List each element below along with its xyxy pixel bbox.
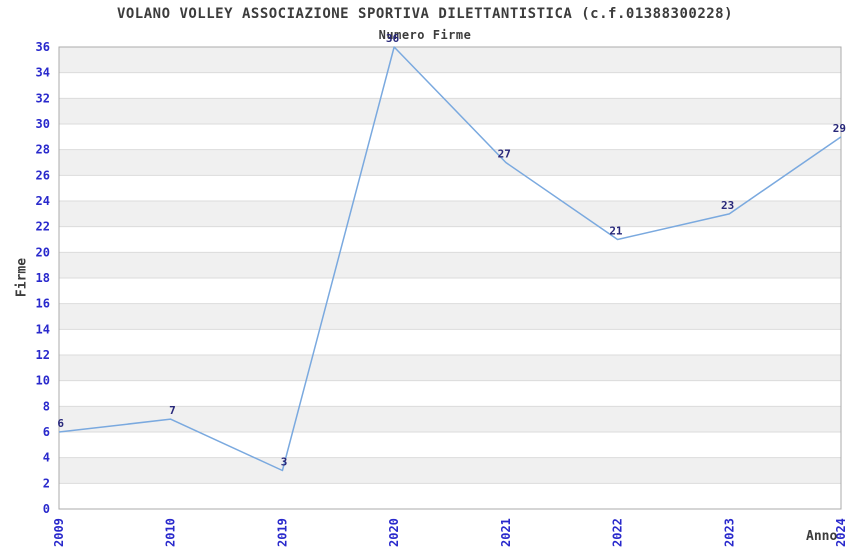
plot-band: [59, 98, 841, 124]
plot-band: [59, 457, 841, 484]
y-tick-label: 30: [36, 117, 50, 131]
data-line: [58, 46, 842, 472]
y-tick-label: 0: [43, 502, 50, 516]
y-tick-label: 2: [43, 476, 50, 490]
y-tick-label: 6: [43, 425, 50, 439]
y-tick-label: 8: [43, 399, 50, 413]
y-tick-label: 26: [36, 168, 50, 182]
plot-border: [58, 46, 842, 510]
data-point-label: 23: [721, 199, 734, 212]
plot-band: [59, 355, 841, 381]
y-tick-label: 20: [36, 245, 50, 259]
x-tick-label: 2024: [834, 518, 848, 547]
x-tick-label: 2009: [52, 518, 66, 547]
x-tick-label: 2022: [611, 518, 625, 547]
y-tick-label: 18: [36, 271, 50, 285]
data-point-label: 27: [498, 148, 511, 161]
plot-band: [59, 47, 841, 73]
chart-title: VOLANO VOLLEY ASSOCIAZIONE SPORTIVA DILE…: [116, 6, 734, 22]
y-tick-label: 4: [43, 451, 50, 465]
data-point-label: 29: [833, 122, 846, 135]
plot-band: [59, 406, 841, 432]
data-point-label: 7: [169, 404, 176, 417]
data-point-label: 3: [281, 456, 288, 469]
y-tick-label: 36: [36, 40, 50, 54]
plot-band: [59, 303, 841, 330]
y-tick-label: 28: [36, 143, 50, 157]
chart-subtitle: Numero Firme: [378, 28, 472, 42]
x-tick-label: 2023: [722, 518, 736, 547]
y-tick-label: 24: [36, 194, 50, 208]
plot-band: [59, 149, 841, 176]
plot-band: [59, 252, 841, 278]
y-tick-label: 22: [36, 220, 50, 234]
y-tick-label: 12: [36, 348, 50, 362]
y-tick-label: 16: [36, 297, 50, 311]
x-tick-label: 2010: [164, 518, 178, 547]
data-point-label: 21: [609, 225, 623, 238]
y-tick-label: 14: [36, 322, 50, 336]
plot-band: [59, 201, 841, 227]
x-tick-label: 2020: [387, 518, 401, 547]
y-tick-label: 34: [36, 66, 50, 80]
y-tick-label: 32: [36, 91, 50, 105]
data-point-label: 36: [386, 32, 400, 45]
data-point-label: 6: [57, 417, 64, 430]
x-axis-title: Anno: [806, 529, 838, 544]
x-tick-label: 2019: [275, 518, 289, 547]
x-tick-label: 2021: [499, 518, 513, 547]
y-tick-label: 10: [36, 374, 50, 388]
